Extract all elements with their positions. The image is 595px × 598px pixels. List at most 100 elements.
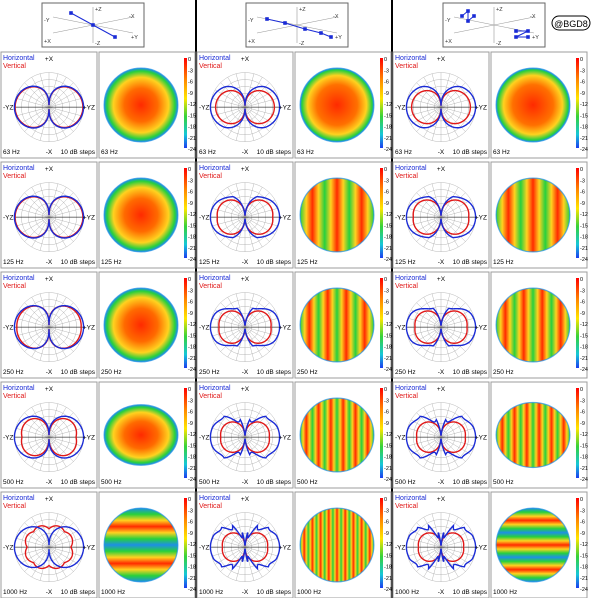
legend-horizontal: Horizontal xyxy=(3,495,35,502)
schematic-element xyxy=(466,19,470,23)
polar-grid-spoke xyxy=(220,522,246,548)
axis-label-plus-yz: +YZ xyxy=(475,545,487,552)
axis-label-minus-x: -X xyxy=(46,259,53,266)
colorbar-tick: -24 xyxy=(188,367,196,373)
colorbar-tick: -9 xyxy=(188,201,193,207)
axis-label-plus-yz: +YZ xyxy=(475,215,487,222)
heatmap-panel-2-4: 0 -3 -6 -9 -12 -15 -18 -21 -24 500 Hz xyxy=(294,381,392,489)
polar-grid-spoke xyxy=(440,293,451,328)
colorbar-tick: -9 xyxy=(188,421,193,427)
colorbar-tick: -3 xyxy=(384,288,389,294)
axis-label-minus-x: -X xyxy=(242,369,249,376)
legend-horizontal: Horizontal xyxy=(3,165,35,172)
polar-grid-spoke xyxy=(440,187,459,218)
heatmap-disc xyxy=(300,508,374,582)
polar-grid-spoke xyxy=(407,208,442,218)
colorbar-tick: -3 xyxy=(188,178,193,184)
heatmap-disc xyxy=(496,402,570,468)
heatmap-panel-1-1: 0 -3 -6 -9 -12 -15 -18 -21 -24 63 Hz xyxy=(98,51,196,159)
colorbar-tick: -15 xyxy=(188,113,196,119)
axis-label-minus-x: -X xyxy=(242,149,249,156)
colorbar-tick: -21 xyxy=(384,246,392,252)
schematic-element xyxy=(526,29,530,33)
polar-grid-spoke xyxy=(440,522,466,548)
polar-grid-spoke xyxy=(227,217,246,248)
polar-grid-spoke xyxy=(416,326,442,352)
legend-horizontal: Horizontal xyxy=(199,495,231,502)
polar-grid-spoke xyxy=(440,309,472,328)
colorbar-tick: -18 xyxy=(188,565,196,571)
polar-grid-spoke xyxy=(211,326,246,337)
colorbar-tick: -6 xyxy=(580,300,585,306)
horizontal-polar-curve xyxy=(405,415,477,459)
colorbar-tick: -18 xyxy=(384,565,392,571)
colorbar-tick: -3 xyxy=(188,398,193,404)
polar-grid-spoke xyxy=(15,98,50,108)
frequency-label: 63 Hz xyxy=(297,149,314,156)
polar-grid-spoke xyxy=(18,216,50,235)
polar-grid-spoke xyxy=(18,106,50,125)
horizontal-polar-curve xyxy=(405,85,477,129)
schematic-element xyxy=(91,23,95,27)
polar-grid-spoke xyxy=(214,216,246,235)
colorbar-tick: -15 xyxy=(580,443,588,449)
polar-grid-spoke xyxy=(440,199,472,218)
polar-grid-spoke xyxy=(244,187,263,218)
axis-label-plus-x: +X xyxy=(437,166,446,173)
colorbar-tick: -12 xyxy=(580,322,588,328)
polar-grid-spoke xyxy=(48,106,80,125)
polar-grid-spoke xyxy=(440,513,451,548)
colorbar-tick: -3 xyxy=(384,68,389,74)
colorbar-tick: -15 xyxy=(580,553,588,559)
polar-grid-spoke xyxy=(244,326,279,337)
colorbar-tick: -9 xyxy=(580,311,585,317)
polar-grid-spoke xyxy=(214,436,246,455)
polar-grid-spoke xyxy=(431,183,442,218)
legend-vertical: Vertical xyxy=(395,393,418,400)
schematic-element xyxy=(472,14,476,18)
axis-label-minus-x: -X xyxy=(46,479,53,486)
polar-grid-spoke xyxy=(18,326,50,345)
frequency-label: 500 Hz xyxy=(395,479,416,486)
polar-grid-spoke xyxy=(407,216,442,227)
step-label: 10 dB steps xyxy=(257,149,292,156)
axis-label-minus-yz: -YZ xyxy=(3,325,14,332)
polar-grid-spoke xyxy=(244,538,279,548)
colorbar-tick: -21 xyxy=(384,356,392,362)
colorbar-tick: -6 xyxy=(580,520,585,526)
polar-grid-spoke xyxy=(220,302,246,328)
colorbar-tick: -24 xyxy=(188,147,196,153)
schematic-element xyxy=(319,31,323,35)
step-label: 10 dB steps xyxy=(453,259,488,266)
schematic-element xyxy=(329,35,333,39)
polar-grid-spoke xyxy=(244,73,255,108)
polar-grid-spoke xyxy=(211,318,246,328)
frequency-label: 250 Hz xyxy=(3,369,24,376)
polar-grid-spoke xyxy=(48,326,83,337)
polar-grid-spoke xyxy=(244,547,255,581)
colorbar-tick: -12 xyxy=(188,322,196,328)
schematic-element xyxy=(303,27,307,31)
heatmap-panel-2-2: 0 -3 -6 -9 -12 -15 -18 -21 -24 125 Hz xyxy=(294,161,392,269)
heatmap-disc xyxy=(496,288,570,362)
polar-grid-spoke xyxy=(48,326,80,345)
axis-label-plus-x: +X xyxy=(45,166,54,173)
colorbar-tick: -3 xyxy=(384,178,389,184)
schematic-element xyxy=(514,35,518,39)
polar-grid-spoke xyxy=(211,208,246,218)
axis-label-plus-x: +X xyxy=(45,56,54,63)
colorbar-tick: -9 xyxy=(188,311,193,317)
colorbar-tick: -9 xyxy=(580,421,585,427)
colorbar-tick: -12 xyxy=(580,432,588,438)
schematic-label-minus-x: -X xyxy=(333,14,339,20)
polar-grid-spoke xyxy=(214,419,246,438)
legend-horizontal: Horizontal xyxy=(3,55,35,62)
horizontal-polar-curve xyxy=(209,415,281,459)
polar-grid-spoke xyxy=(423,547,442,578)
step-label: 10 dB steps xyxy=(61,479,96,486)
horizontal-polar-curve xyxy=(405,523,477,571)
axis-label-minus-yz: -YZ xyxy=(199,545,210,552)
